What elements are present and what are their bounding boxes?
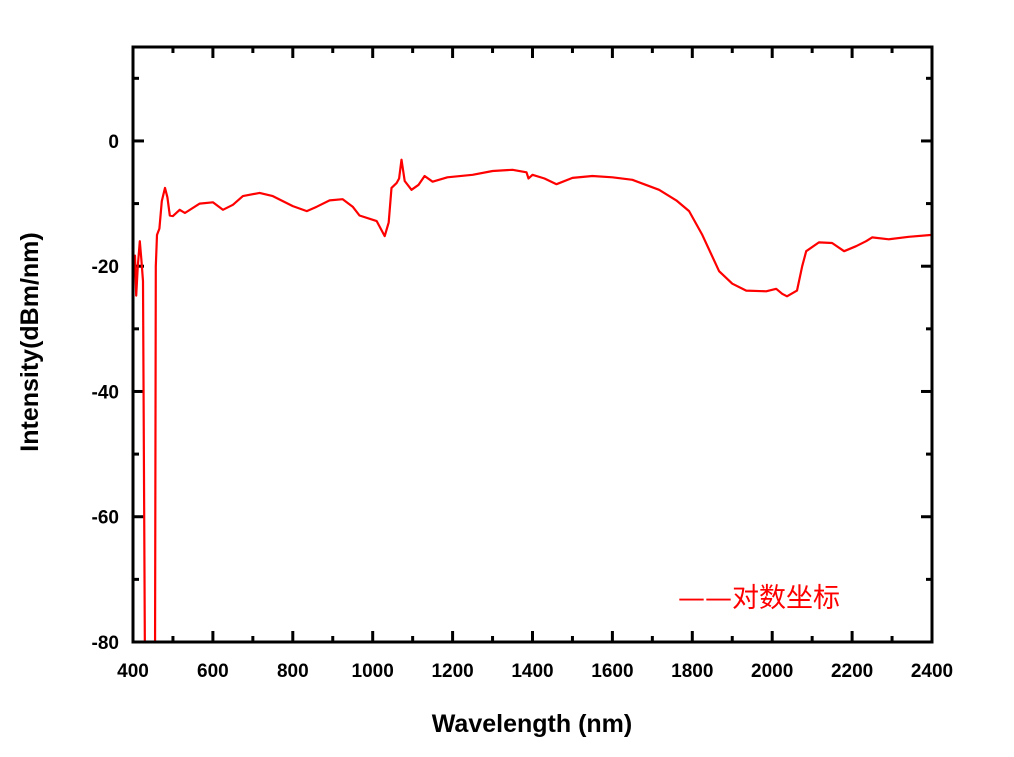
x-tick-label: 600 bbox=[197, 661, 229, 682]
tick-labels: 400 600 800 1000 1200 1400 1600 1800 2000 2200 240… bbox=[92, 132, 954, 682]
x-tick-label: 2400 bbox=[911, 661, 953, 682]
y-tick-label: -60 bbox=[92, 508, 119, 529]
axis-ticks bbox=[131, 47, 934, 644]
series-line bbox=[133, 158, 932, 642]
y-tick-label: 0 bbox=[108, 132, 119, 153]
x-tick-label: 1600 bbox=[591, 661, 633, 682]
y-axis-title: Intensity(dBm/nm) bbox=[16, 232, 44, 451]
x-tick-label: 400 bbox=[117, 661, 149, 682]
x-tick-label: 1400 bbox=[511, 661, 553, 682]
x-axis-title: Wavelength (nm) bbox=[432, 710, 632, 738]
legend-entry: ——对数坐标 bbox=[678, 583, 840, 614]
x-tick-label: 2200 bbox=[831, 661, 873, 682]
x-tick-label: 1800 bbox=[671, 661, 713, 682]
x-tick-label: 1200 bbox=[431, 661, 473, 682]
x-tick-label: 800 bbox=[277, 661, 309, 682]
y-tick-label: -80 bbox=[92, 633, 119, 654]
y-tick-label: -20 bbox=[92, 257, 119, 278]
plot-frame bbox=[131, 45, 934, 644]
x-tick-label: 2000 bbox=[751, 661, 793, 682]
y-tick-label: -40 bbox=[92, 382, 119, 403]
x-tick-label: 1000 bbox=[352, 661, 394, 682]
